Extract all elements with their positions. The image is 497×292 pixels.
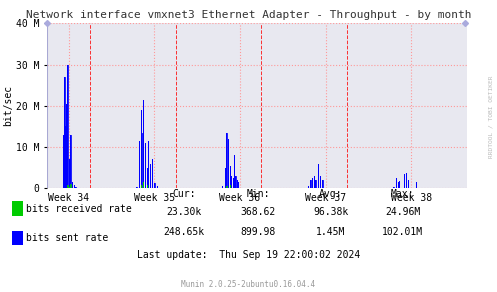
Text: Last update:  Thu Sep 19 22:00:02 2024: Last update: Thu Sep 19 22:00:02 2024 bbox=[137, 251, 360, 260]
Text: 1.45M: 1.45M bbox=[316, 227, 345, 237]
Y-axis label: bit/sec: bit/sec bbox=[3, 85, 13, 126]
Text: bits received rate: bits received rate bbox=[26, 204, 132, 214]
Text: Network interface vmxnet3 Ethernet Adapter - Throughput - by month: Network interface vmxnet3 Ethernet Adapt… bbox=[26, 10, 471, 20]
Text: RRDTOOL / TOBI OETIKER: RRDTOOL / TOBI OETIKER bbox=[489, 76, 494, 158]
Text: bits sent rate: bits sent rate bbox=[26, 233, 108, 243]
Text: 96.38k: 96.38k bbox=[313, 207, 348, 217]
Text: 23.30k: 23.30k bbox=[166, 207, 201, 217]
Text: 368.62: 368.62 bbox=[241, 207, 276, 217]
Text: Munin 2.0.25-2ubuntu0.16.04.4: Munin 2.0.25-2ubuntu0.16.04.4 bbox=[181, 280, 316, 289]
Text: 248.65k: 248.65k bbox=[164, 227, 204, 237]
Text: Avg:: Avg: bbox=[319, 189, 342, 199]
Text: Cur:: Cur: bbox=[172, 189, 196, 199]
Text: 899.98: 899.98 bbox=[241, 227, 276, 237]
Text: Min:: Min: bbox=[247, 189, 270, 199]
Text: 102.01M: 102.01M bbox=[382, 227, 423, 237]
Text: Max:: Max: bbox=[391, 189, 414, 199]
Text: 24.96M: 24.96M bbox=[385, 207, 420, 217]
